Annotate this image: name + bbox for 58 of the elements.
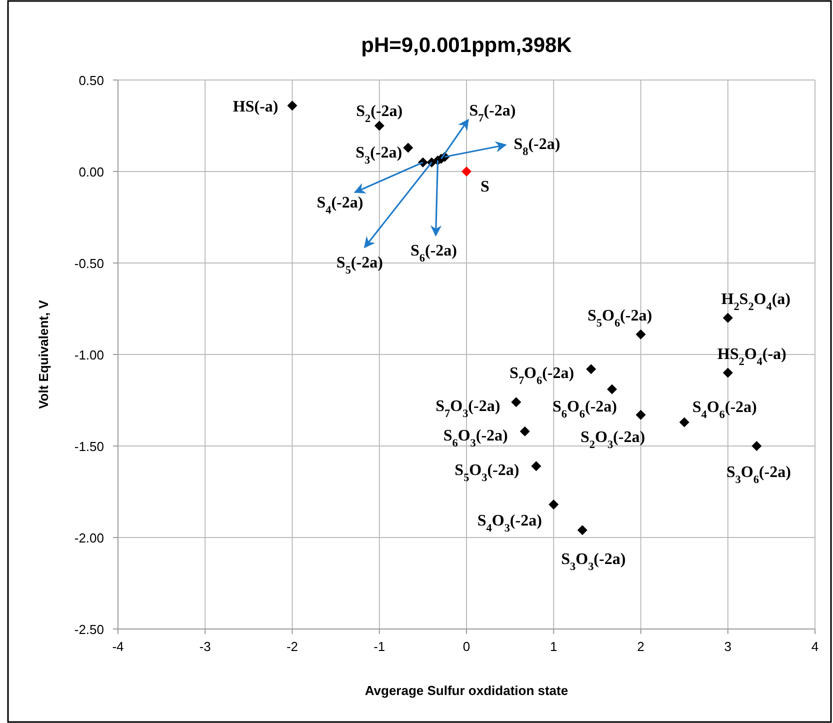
annotation: S$_{3}$O$_{3}$(-2a) (561, 551, 626, 574)
annotation: S$_{3}$O$_{6}$(-2a) (726, 464, 791, 486)
annotation: S$_{7}$O$_{6}$(-2a) (510, 365, 574, 388)
y-tick-label: -2.00 (74, 530, 104, 546)
y-tick-label: -0.50 (74, 256, 104, 271)
x-tick-label: 2 (637, 639, 644, 654)
point (577, 525, 588, 536)
annotation: S$_{4}$(-2a) (316, 194, 364, 216)
point (403, 142, 414, 153)
point (374, 120, 384, 131)
point (636, 410, 646, 420)
y-tick-label: 0.50 (78, 73, 104, 88)
annotation: S$_{8}$(-2a) (514, 136, 560, 158)
annotation: S$_{6}$O$_{6}$(-2a) (552, 398, 617, 420)
annotation: S (480, 178, 490, 196)
point (636, 329, 646, 340)
annotation: S$_{7}$(-2a) (469, 102, 516, 125)
point (722, 312, 733, 323)
x-tick-label: -1 (374, 639, 386, 654)
point (287, 100, 298, 111)
annotation: S$_{2}$O$_{3}$(-2a) (580, 428, 646, 451)
y-tick-label: -2.50 (74, 622, 104, 637)
annotation: S$_{3}$(-2a) (356, 144, 402, 167)
x-tick-label: 0 (462, 639, 470, 654)
annotation: HS(-a) (232, 98, 278, 116)
y-tick-label: 0.00 (78, 164, 104, 180)
point (511, 397, 522, 408)
point (722, 368, 733, 378)
y-tick-label: -1.50 (74, 439, 104, 454)
annotation: S$_{7}$O$_{3}$(-2a) (436, 398, 500, 420)
annotation: S$_{4}$O$_{6}$(-2a) (692, 399, 757, 422)
annotation: S$_{5}$(-2a) (336, 254, 383, 276)
y-axis-title: Volt Equivalent, V (36, 300, 51, 409)
annotation: S$_{5}$O$_{6}$(-2a) (587, 307, 652, 330)
y-tick-label: -1.00 (74, 348, 104, 362)
point (679, 417, 690, 428)
chart-title: pH=9,0.001ppm,398K (361, 34, 572, 57)
x-tick-label: 1 (550, 639, 558, 654)
annotation: S$_{2}$(-2a) (356, 102, 403, 125)
point (586, 364, 596, 374)
x-tick-label: -2 (286, 639, 298, 654)
x-tick-label: 4 (811, 639, 819, 654)
annotation: S$_{5}$O$_{3}$(-2a) (454, 462, 520, 484)
annotation: S$_{6}$O$_{3}$(-2a) (443, 427, 508, 450)
x-axis-title: Avgerage Sulfur oxdidation state (364, 683, 568, 698)
annotation: HS$_{2}$O$_{4}$(-a) (717, 346, 786, 368)
point (520, 426, 530, 436)
annotation: S$_{6}$(-2a) (410, 242, 457, 265)
point (752, 441, 762, 451)
point (548, 500, 559, 510)
x-tick-label: -3 (199, 639, 211, 654)
point (607, 384, 617, 394)
annotation: H$_{2}$S$_{2}$O$_{4}$(a) (721, 290, 790, 313)
x-tick-label: 3 (724, 639, 732, 654)
annotation: S$_{4}$O$_{3}$(-2a) (477, 512, 542, 535)
point (462, 166, 472, 176)
point (531, 461, 542, 472)
x-tick-label: -4 (112, 639, 124, 654)
